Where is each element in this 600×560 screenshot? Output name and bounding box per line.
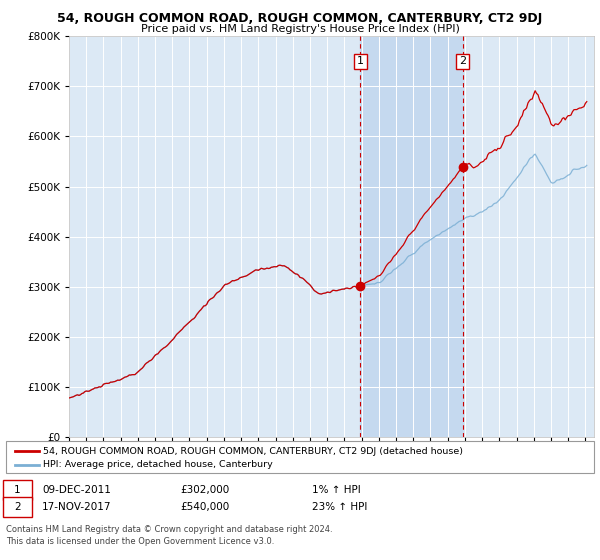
Text: Contains HM Land Registry data © Crown copyright and database right 2024.
This d: Contains HM Land Registry data © Crown c… [6,525,332,545]
Text: HPI: Average price, detached house, Canterbury: HPI: Average price, detached house, Cant… [43,460,273,469]
Text: 54, ROUGH COMMON ROAD, ROUGH COMMON, CANTERBURY, CT2 9DJ (detached house): 54, ROUGH COMMON ROAD, ROUGH COMMON, CAN… [43,447,463,456]
Text: 1: 1 [357,57,364,67]
Text: 09-DEC-2011: 09-DEC-2011 [42,486,111,495]
Text: 17-NOV-2017: 17-NOV-2017 [42,502,112,512]
Text: 1% ↑ HPI: 1% ↑ HPI [312,486,361,495]
Text: £302,000: £302,000 [180,486,229,495]
Text: 2: 2 [459,57,466,67]
Text: 54, ROUGH COMMON ROAD, ROUGH COMMON, CANTERBURY, CT2 9DJ: 54, ROUGH COMMON ROAD, ROUGH COMMON, CAN… [58,12,542,25]
Text: 23% ↑ HPI: 23% ↑ HPI [312,502,367,512]
Bar [360,36,463,437]
Text: £540,000: £540,000 [180,502,229,512]
Text: 2: 2 [14,502,21,512]
Text: Price paid vs. HM Land Registry's House Price Index (HPI): Price paid vs. HM Land Registry's House … [140,24,460,34]
Text: 1: 1 [14,486,21,495]
